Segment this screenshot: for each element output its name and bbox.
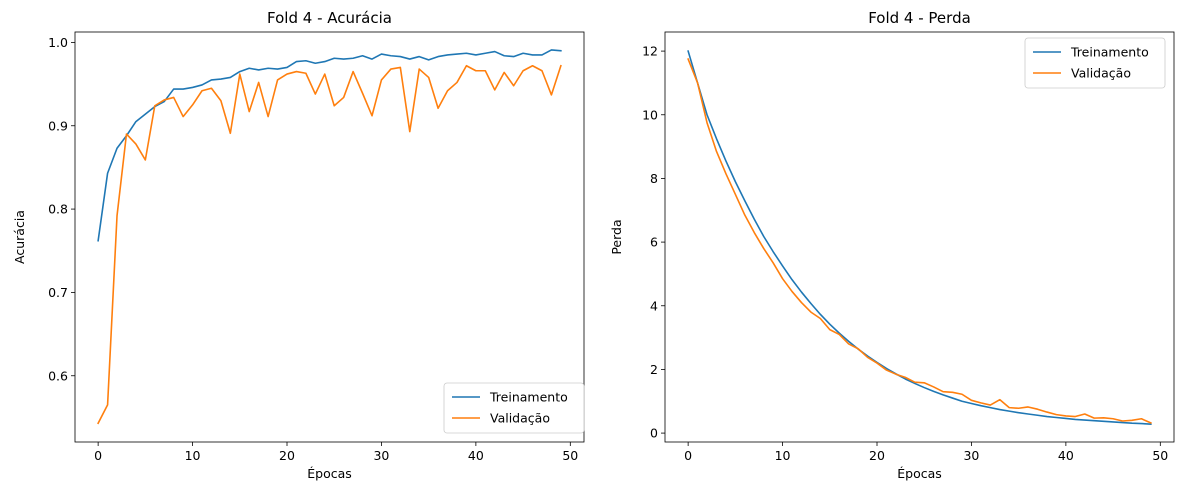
legend: Treinamento Validação [1024, 37, 1166, 89]
y-tick-label: 12 [642, 44, 658, 59]
x-tick-label: 0 [94, 448, 102, 463]
y-tick-label: 0.6 [48, 368, 68, 383]
y-tick-label: 1.0 [48, 35, 68, 50]
y-tick-label: 4 [650, 298, 658, 313]
y-tick-label: 8 [650, 171, 658, 186]
x-tick-label: 40 [1058, 448, 1074, 463]
legend-label-validação: Validação [1071, 66, 1131, 81]
x-tick-label: 30 [963, 448, 979, 463]
x-axis-label: Épocas [897, 466, 942, 481]
x-tick-label: 20 [279, 448, 295, 463]
x-axis-label: Épocas [307, 466, 352, 481]
y-tick-label: 0 [650, 426, 658, 441]
legend: Treinamento Validação [443, 382, 585, 434]
series-line-treinamento [687, 50, 1152, 426]
x-tick-label: 50 [1152, 448, 1168, 463]
x-tick-label: 10 [775, 448, 791, 463]
legend-frame [1024, 37, 1166, 89]
x-tick-label: 40 [468, 448, 484, 463]
legend-frame [443, 382, 585, 434]
x-tick-label: 0 [684, 448, 692, 463]
y-axis-label: Perda [609, 219, 624, 254]
series-line-validação [97, 64, 562, 425]
y-tick-label: 10 [642, 107, 658, 122]
y-tick-label: 0.7 [48, 285, 68, 300]
y-tick-label: 0.8 [48, 202, 68, 217]
chart-1: 0 10 20 30 40 50 0.6 0.7 0.8 0.9 1.0 Fold 4 - Acurá… [12, 9, 585, 481]
x-tick-label: 20 [869, 448, 885, 463]
x-tick-label: 10 [185, 448, 201, 463]
y-axis-label: Acurácia [12, 210, 27, 264]
legend-label-treinamento: Treinamento [1070, 45, 1149, 60]
chart-title: Fold 4 - Perda [868, 9, 971, 27]
x-tick-label: 30 [373, 448, 389, 463]
y-tick-label: 6 [650, 235, 658, 250]
chart-title: Fold 4 - Acurácia [267, 9, 392, 27]
plot-frame [664, 31, 1175, 443]
series-line-validação [687, 58, 1152, 424]
plot-frame [74, 31, 585, 443]
chart-2: 0 10 20 30 40 50 0 2 4 6 8 10 12 Fold 4 - Perda Épocas… [609, 9, 1175, 481]
series-line-treinamento [97, 49, 562, 242]
legend-label-validação: Validação [490, 411, 550, 426]
y-tick-label: 0.9 [48, 118, 68, 133]
legend-label-treinamento: Treinamento [489, 390, 568, 405]
y-tick-label: 2 [650, 362, 658, 377]
x-tick-label: 50 [562, 448, 578, 463]
